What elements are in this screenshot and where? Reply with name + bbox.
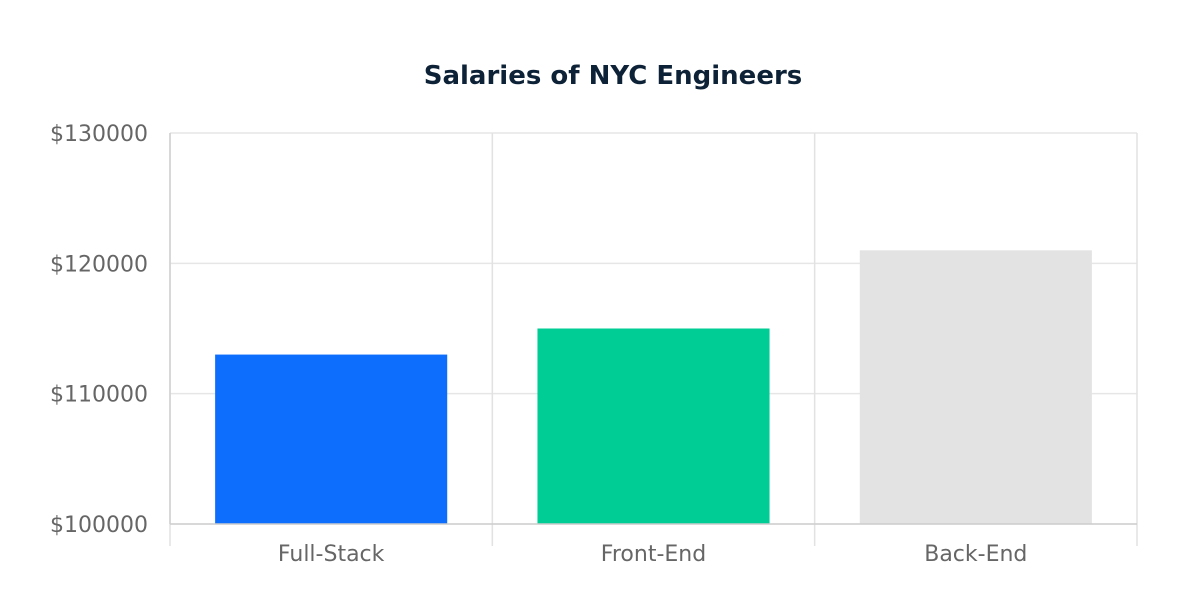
y-tick-label: $100000 [50, 513, 148, 538]
tick-labels: $100000 $110000 $120000 $130000 Full-Stack Fr… [50, 122, 1027, 567]
y-tick-label: $110000 [50, 383, 148, 408]
x-tick-label: Back-End [924, 542, 1027, 567]
chart-title: Salaries of NYC Engineers [424, 61, 803, 91]
bars [215, 250, 1092, 525]
bar-front-end [537, 328, 770, 524]
axes [169, 133, 1137, 525]
y-tick-label: $130000 [50, 122, 148, 147]
bar-back-end [859, 250, 1092, 525]
x-tick-label: Front-End [601, 542, 706, 567]
bar-full-stack [215, 354, 448, 524]
x-tick-label: Full-Stack [278, 542, 385, 567]
y-tick-label: $120000 [50, 252, 148, 277]
